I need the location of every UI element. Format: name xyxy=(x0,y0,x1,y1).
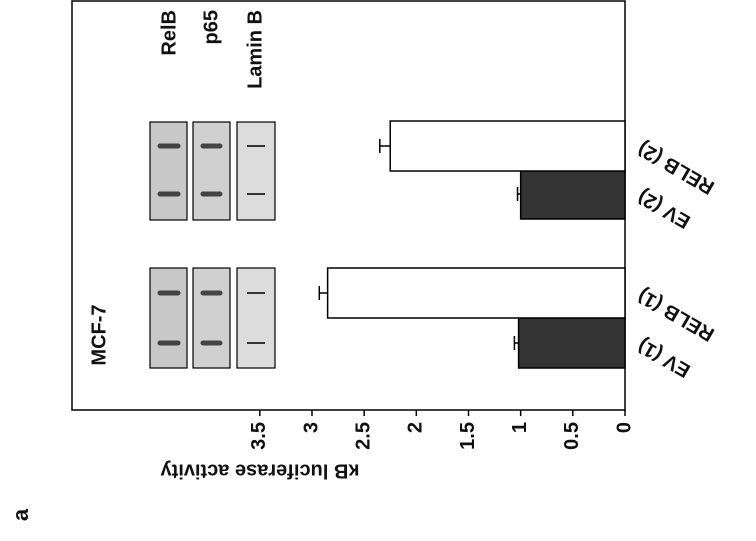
y-tick-label: 1.5 xyxy=(457,422,479,450)
blot-label: RelB xyxy=(158,10,180,56)
y-tick-label: 3 xyxy=(300,422,322,433)
blot-label: Lamin B xyxy=(244,10,266,89)
blot xyxy=(237,268,275,368)
blot xyxy=(150,268,187,368)
y-axis-label: κB luciferase activity xyxy=(160,460,360,482)
chart: MCF-7 κB luciferase activity a 0 0.5 1 1.5 2… xyxy=(0,0,756,541)
blot xyxy=(193,122,230,220)
y-tick-label: 2 xyxy=(405,422,427,433)
y-tick-label: 0 xyxy=(613,422,635,433)
panel-label: a xyxy=(8,508,33,521)
blot xyxy=(150,122,187,220)
y-tick-label: 0.5 xyxy=(561,422,583,450)
cell-line-label: MCF-7 xyxy=(88,304,110,365)
blot-label: p65 xyxy=(200,10,222,44)
blots xyxy=(150,122,275,368)
bar xyxy=(390,121,625,171)
y-tick-label: 2.5 xyxy=(352,422,374,450)
bar xyxy=(519,318,625,368)
error-bar xyxy=(380,139,390,153)
bar xyxy=(521,169,625,219)
error-bar xyxy=(319,286,327,300)
x-tick-label: EV (2) xyxy=(634,185,694,232)
x-tick-label: EV (1) xyxy=(634,334,694,381)
blot xyxy=(237,122,275,220)
bar xyxy=(328,268,625,318)
y-tick-label: 3.5 xyxy=(248,422,270,450)
y-tick-label: 1 xyxy=(509,422,531,433)
blot xyxy=(193,268,230,368)
